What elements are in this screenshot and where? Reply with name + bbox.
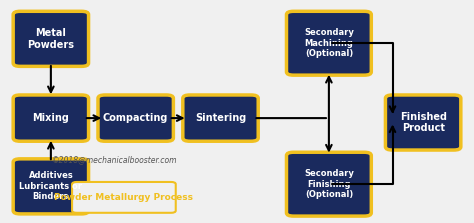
FancyBboxPatch shape <box>13 95 89 141</box>
FancyBboxPatch shape <box>98 95 173 141</box>
Text: Powder Metallurgy Process: Powder Metallurgy Process <box>55 193 193 202</box>
Text: Mixing: Mixing <box>32 113 69 123</box>
FancyBboxPatch shape <box>72 182 176 213</box>
Text: Secondary
Machining
(Optional): Secondary Machining (Optional) <box>304 28 354 58</box>
FancyBboxPatch shape <box>286 152 371 216</box>
FancyBboxPatch shape <box>286 11 371 75</box>
FancyBboxPatch shape <box>183 95 258 141</box>
FancyBboxPatch shape <box>13 11 89 66</box>
Text: Compacting: Compacting <box>103 113 168 123</box>
Text: Sintering: Sintering <box>195 113 246 123</box>
Text: Additives
Lubricants or
Binders: Additives Lubricants or Binders <box>19 171 82 201</box>
Text: ©2018@mechanicalbooster.com: ©2018@mechanicalbooster.com <box>52 155 177 164</box>
FancyBboxPatch shape <box>13 159 89 214</box>
Text: Secondary
Finishing
(Optional): Secondary Finishing (Optional) <box>304 169 354 199</box>
FancyBboxPatch shape <box>385 95 461 150</box>
Text: Finished
Product: Finished Product <box>400 112 447 133</box>
Text: Metal
Powders: Metal Powders <box>27 28 74 50</box>
